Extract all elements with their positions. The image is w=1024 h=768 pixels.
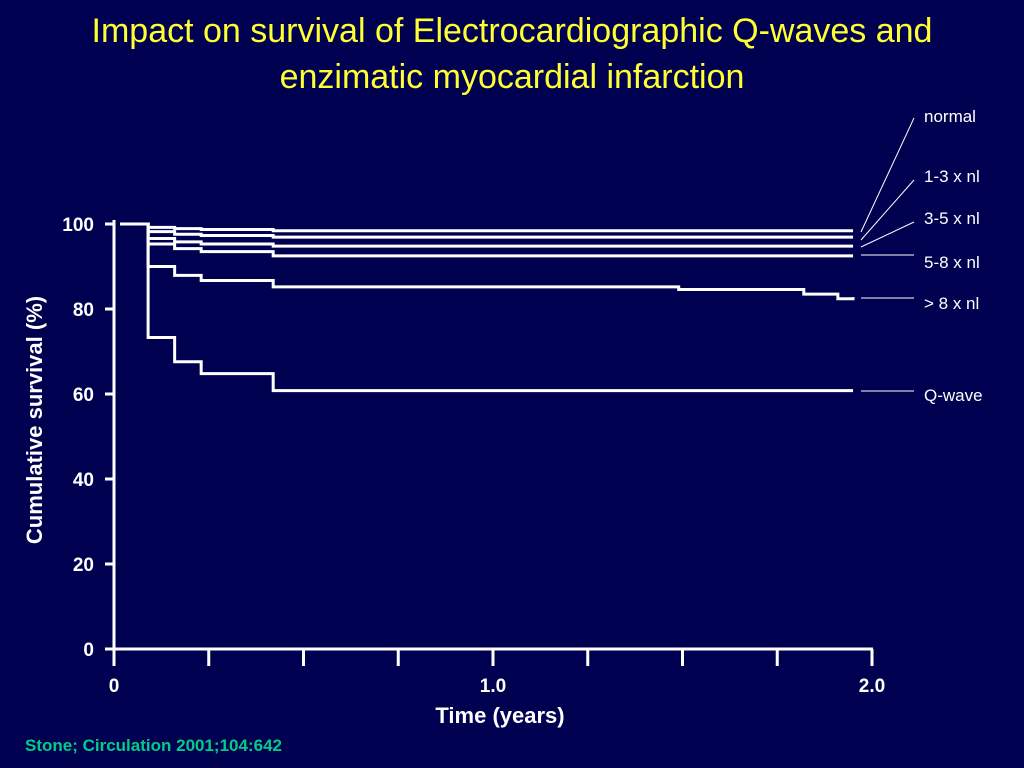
x-ticks: 0 1.0 2.0 [109,649,885,697]
slide-title: Impact on survival of Electrocardiograph… [0,8,1024,100]
legend-leader-line [860,117,915,233]
legend-leader-line [860,221,915,248]
x-tick-label: 2.0 [859,676,885,697]
legend-label-8-x-nl: > 8 x nl [924,294,979,313]
survival-curve-q-wave [120,222,854,393]
legend-label-3-5-x-nl: 3-5 x nl [924,209,980,228]
y-tick-label: 40 [73,470,94,491]
series-lines [120,222,855,393]
survival-curve-8-x-nl [120,222,855,301]
title-line-1: Impact on survival of Electrocardiograph… [91,12,933,50]
legend-label-1-3-x-nl: 1-3 x nl [924,167,980,186]
x-tick-label: 0 [109,676,120,697]
survival-curve-normal [120,222,854,233]
y-tick-label: 60 [73,385,94,406]
x-axis-label: Time (years) [435,703,564,728]
y-tick-label: 80 [73,300,94,321]
legend-label-5-8-x-nl: 5-8 x nl [924,253,980,272]
y-tick-label: 0 [83,640,94,661]
chart-legend: normal 1-3 x nl 3-5 x nl 5-8 x nl > 8 x nl Q… [860,107,983,405]
y-axis-label: Cumulative survival (%) [22,296,47,544]
legend-label-q-wave: Q-wave [924,386,983,405]
chart-axes [112,220,873,651]
x-tick-label: 1.0 [480,676,506,697]
y-ticks: 0 20 40 60 80 100 [62,215,114,661]
y-tick-label: 20 [73,555,94,576]
citation: Stone; Circulation 2001;104:642 [25,736,282,755]
legend-label-normal: normal [924,107,976,126]
legend-leader-line [860,179,915,241]
title-line-2: enzimatic myocardial infarction [279,58,745,96]
y-tick-label: 100 [62,215,94,236]
